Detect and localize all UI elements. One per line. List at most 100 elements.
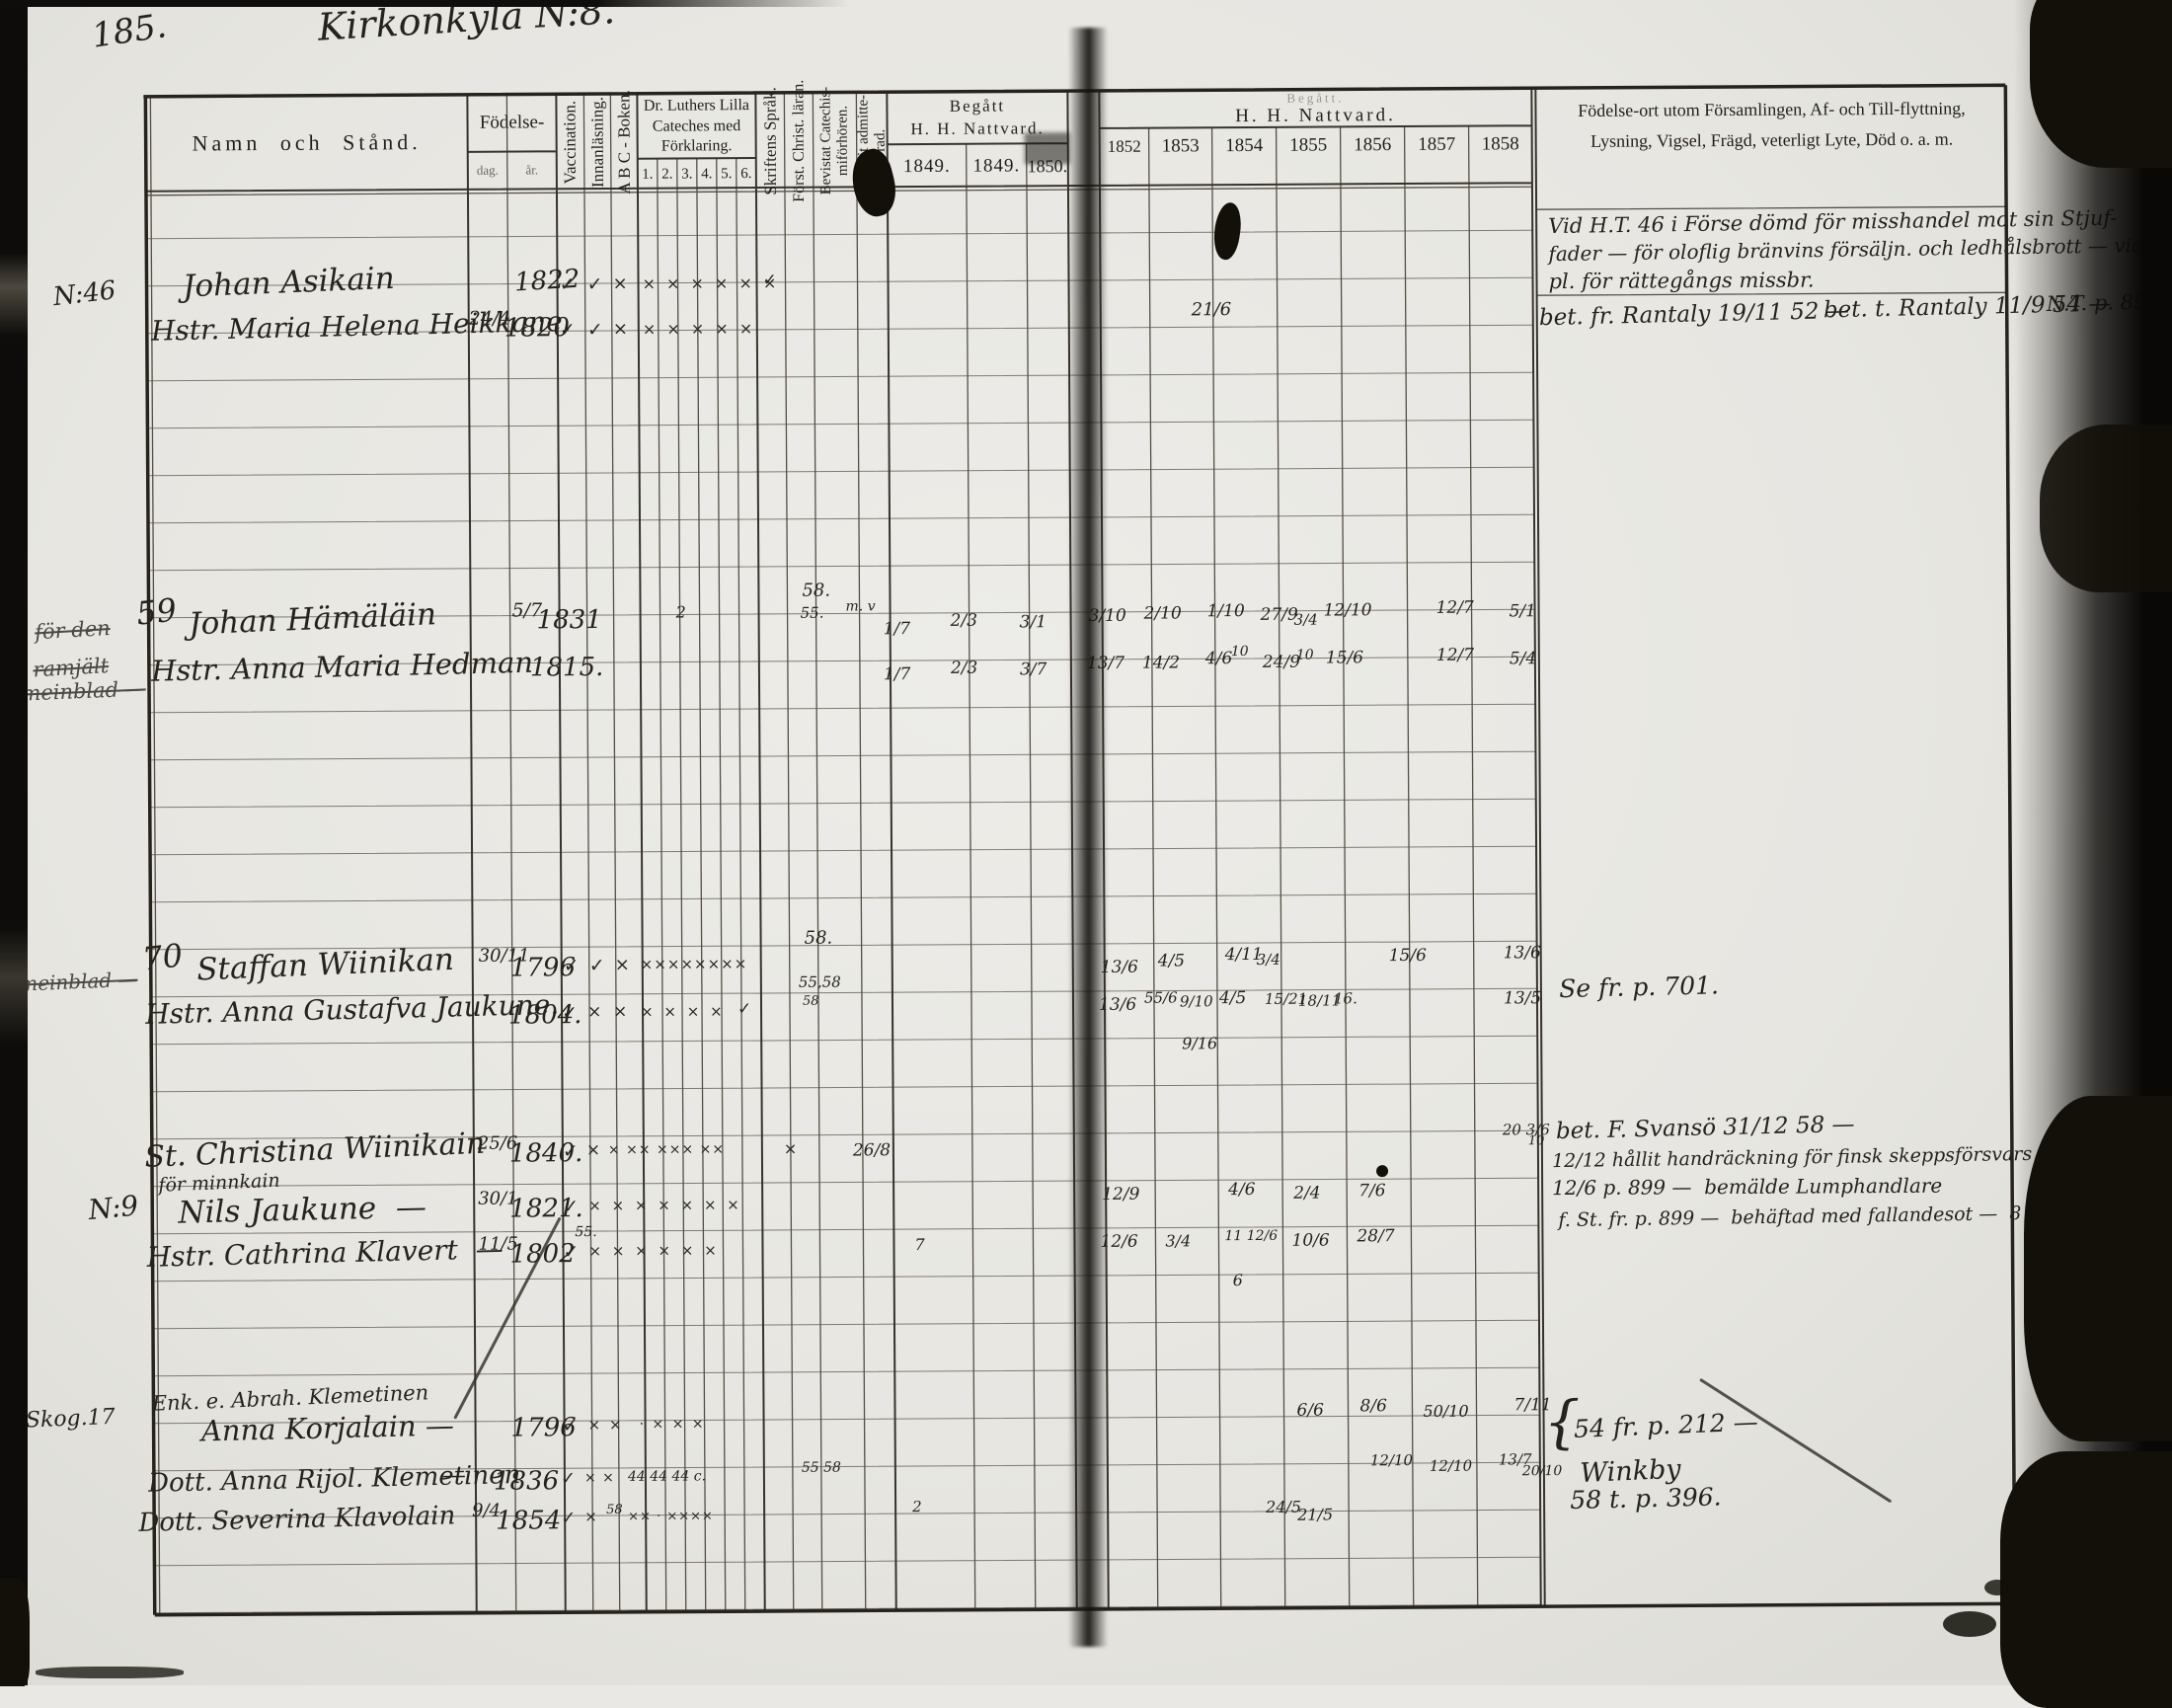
handwritten-entry: 50/10 <box>1423 1401 1469 1421</box>
handwritten-entry: 4/6 <box>1204 649 1233 669</box>
col-header-bevistat: Bevistat Catechis- miförhören. <box>814 81 856 199</box>
scan-edge-blot <box>2040 425 2172 592</box>
handwritten-entry: 2/3 <box>950 610 978 631</box>
handwritten-entry: 185. <box>89 6 170 56</box>
handwritten-mark: ✓ <box>563 955 580 977</box>
handwritten-entry: 12/10 <box>1323 600 1372 621</box>
handwritten-mark: ✓ <box>559 273 576 296</box>
handwritten-entry: 8/6 <box>1359 1396 1387 1417</box>
handwritten-entry: 6 <box>1232 1271 1243 1290</box>
handwritten-entry: 3/4 <box>1256 950 1280 969</box>
handwritten-mark: × × <box>587 1415 624 1435</box>
handwritten-mark: ✓ <box>586 318 603 342</box>
handwritten-entry: 3/1 <box>1019 612 1047 633</box>
handwritten-entry: Hstr. Cathrina Klavert — <box>146 1232 504 1274</box>
handwritten-entry: 10 <box>1295 647 1314 663</box>
handwritten-entry: 58 <box>606 1502 623 1517</box>
col-header-skriftens-sprak: Skriftens Språk. <box>760 87 780 195</box>
handwritten-entry: 1/7 <box>883 664 911 685</box>
nattvard-right-line1: Begått. <box>1286 90 1345 106</box>
handwritten-mark: ✓ <box>559 319 576 342</box>
col-header-fodelse-dag: dag. <box>476 162 499 178</box>
book-gutter-shadow <box>1068 28 1108 1647</box>
handwritten-mark: × <box>585 1140 601 1161</box>
handwritten-mark: × <box>783 1138 798 1158</box>
handwritten-mark: ✓ <box>588 954 605 977</box>
handwritten-entry: 20/10 <box>1521 1463 1563 1480</box>
col-header-notes: Födelse-ort utom Församlingen, Af- och T… <box>1539 89 2003 161</box>
handwritten-mark: × × × × × × × <box>588 1196 742 1215</box>
handwritten-mark: × × <box>583 1469 615 1487</box>
handwritten-entry: 55. <box>575 1224 597 1241</box>
cateches-title-line2: Cateches med <box>652 116 741 135</box>
handwritten-entry: 55 58 <box>801 1459 842 1476</box>
nattvard-left-line1: Begått <box>949 96 1006 116</box>
handwritten-entry: 54 fr. p. 212 — <box>1573 1407 1759 1443</box>
handwritten-mark: ✓ <box>560 1468 577 1490</box>
cateches-title-line3: Förklaring. <box>660 137 733 156</box>
handwritten-mark: × × × × × <box>642 319 756 339</box>
scan-edge-blot <box>2024 1096 2172 1441</box>
col-header-namn: Namn och Stånd. <box>192 129 422 156</box>
handwritten-entry: 7/6 <box>1358 1181 1386 1202</box>
handwritten-entry: 26/8 <box>852 1140 892 1161</box>
handwritten-entry: 12/10 <box>1369 1450 1414 1470</box>
cateches-col-4: 4. <box>701 165 713 182</box>
handwritten-entry: 4/6 <box>1228 1179 1256 1201</box>
handwritten-entry: 12/6 p. 899 — bemälde Lumphandlare <box>1552 1173 1943 1201</box>
handwritten-entry: Nils Jaukune — <box>178 1189 427 1231</box>
handwritten-entry: 21/5 <box>1297 1505 1334 1524</box>
handwritten-entry: meinblad — <box>18 967 138 996</box>
cateches-col-6: 6. <box>740 165 752 182</box>
scan-edge-left <box>0 0 28 1685</box>
handwritten-entry: 1815. <box>529 652 604 683</box>
scan-speckle <box>1943 1611 1996 1637</box>
handwritten-mark: ✓ <box>762 270 777 290</box>
handwritten-entry: 12/7 <box>1435 597 1474 618</box>
year-right-1858: 1858 <box>1481 133 1519 155</box>
scan-corner-blot <box>2030 0 2172 168</box>
year-right-1856: 1856 <box>1354 134 1392 156</box>
handwritten-entry: 58. <box>802 580 831 601</box>
col-header-nattvard-right: Begått. H. H. Nattvard. <box>1099 88 1531 130</box>
handwritten-entry: 3/7 <box>1019 660 1047 680</box>
handwritten-entry: pl. för rättegångs missbr. <box>1548 268 1815 294</box>
handwritten-entry: 16. <box>1333 989 1358 1008</box>
handwritten-entry: 2/10 <box>1143 603 1182 624</box>
handwritten-entry: 24/9 <box>1262 652 1301 672</box>
handwritten-entry: 5/4 <box>1509 649 1537 669</box>
handwritten-entry: 9/10 <box>1179 992 1213 1011</box>
cateches-col-1: 1. <box>642 166 654 183</box>
cateches-col-5: 5. <box>721 165 733 182</box>
handwritten-entry: Anna Korjalain — <box>200 1408 455 1448</box>
cateches-col-3: 3. <box>681 165 693 182</box>
handwritten-entry: 10 <box>1527 1133 1545 1149</box>
handwritten-entry: 28/7 <box>1357 1226 1395 1247</box>
notes-header-line1: Födelse-ort utom Församlingen, Af- och T… <box>1578 98 1966 120</box>
handwritten-entry: 1836 <box>493 1466 560 1497</box>
ink-dot <box>1376 1165 1389 1178</box>
ink-smudge <box>1024 132 1070 165</box>
handwritten-mark: ×× · ×××× <box>628 1509 714 1524</box>
handwritten-entry: Skog.17 <box>25 1404 116 1434</box>
cateches-title-line1: Dr. Luthers Lilla <box>643 96 750 115</box>
scan-speckle <box>36 1667 184 1678</box>
nattvard-right-line2: H. H. Nattvard. <box>1235 105 1396 127</box>
handwritten-entry: 11 12/6 <box>1224 1227 1279 1245</box>
handwritten-mark: ✓ <box>563 1196 580 1218</box>
handwritten-entry: 3/4 <box>1293 610 1318 629</box>
handwritten-entry: 9/16 <box>1182 1034 1218 1053</box>
handwritten-mark: ✓ <box>561 1002 579 1025</box>
handwritten-entry: 6/6 <box>1296 1400 1324 1421</box>
handwritten-mark: ✓ <box>562 1415 579 1437</box>
handwritten-mark: ✓ <box>562 1140 579 1163</box>
col-header-abc-boken: A B C - Boken. <box>614 90 634 194</box>
handwritten-entry: för minnkain <box>157 1169 281 1197</box>
handwritten-entry: Se fr. p. 701. <box>1558 970 1720 1004</box>
handwritten-entry: Winkby <box>1579 1453 1682 1489</box>
year-right-1853: 1853 <box>1161 135 1200 157</box>
handwritten-entry: ramjält <box>32 654 110 682</box>
year-left-2: 1849. <box>972 155 1021 177</box>
col-header-fodelse: Födelse- <box>479 112 545 133</box>
handwritten-entry: 2/4 <box>1293 1183 1321 1203</box>
